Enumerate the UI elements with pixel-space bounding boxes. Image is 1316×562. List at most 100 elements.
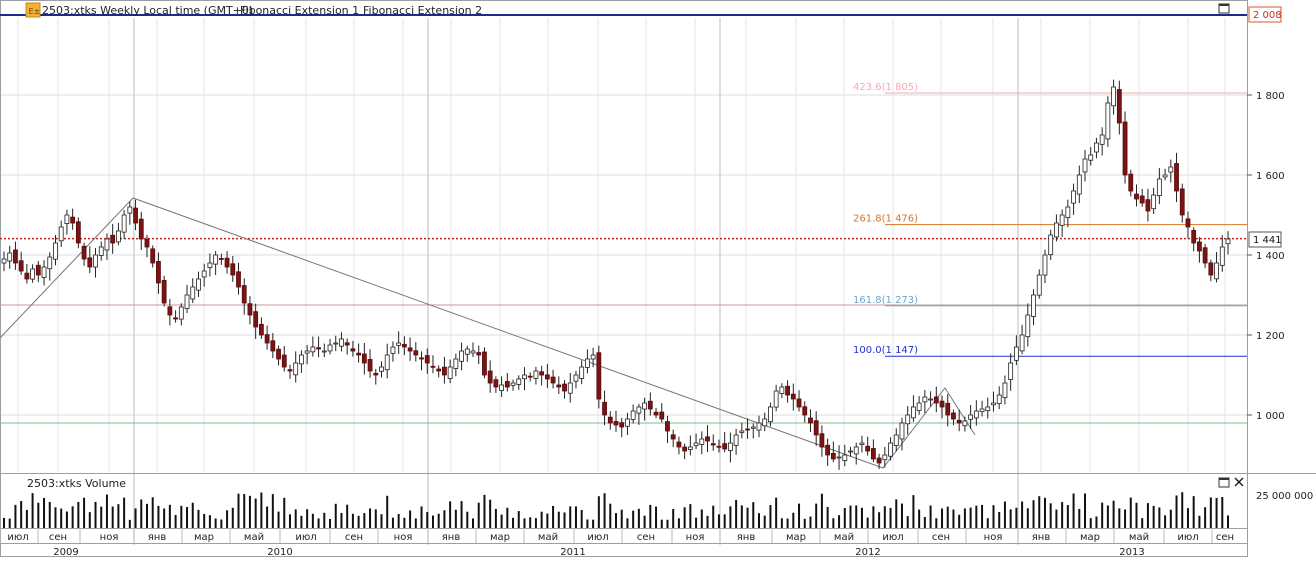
candle-body[interactable]	[70, 216, 76, 224]
candle-body[interactable]	[1088, 154, 1094, 161]
candle-body[interactable]	[613, 421, 619, 426]
candle-body[interactable]	[596, 352, 602, 400]
candle-body[interactable]	[304, 350, 310, 354]
candle-body[interactable]	[859, 442, 865, 445]
candle-body[interactable]	[413, 350, 419, 356]
candle-body[interactable]	[224, 257, 230, 268]
candle-body[interactable]	[201, 270, 207, 278]
candle-body[interactable]	[190, 286, 196, 300]
candle-body[interactable]	[1139, 195, 1145, 204]
candle-body[interactable]	[436, 368, 442, 372]
candle-body[interactable]	[1099, 134, 1105, 145]
candle-body[interactable]	[276, 348, 281, 360]
candle-body[interactable]	[870, 448, 876, 460]
candle-body[interactable]	[699, 438, 705, 445]
candle-body[interactable]	[985, 406, 991, 412]
candle-body[interactable]	[991, 402, 996, 406]
candle-body[interactable]	[1151, 194, 1157, 210]
candle-body[interactable]	[848, 450, 853, 453]
close-icon[interactable]	[1234, 477, 1244, 487]
candle-body[interactable]	[30, 268, 35, 280]
candle-body[interactable]	[110, 234, 116, 244]
candle-body[interactable]	[905, 414, 911, 425]
candle-body[interactable]	[636, 406, 642, 414]
candle-body[interactable]	[756, 422, 762, 431]
candle-body[interactable]	[453, 358, 459, 369]
candle-body[interactable]	[47, 256, 53, 270]
candle-body[interactable]	[424, 355, 430, 364]
candle-body[interactable]	[888, 442, 893, 457]
candle-body[interactable]	[476, 352, 482, 356]
candle-body[interactable]	[1054, 222, 1059, 238]
candle-body[interactable]	[442, 366, 447, 376]
candle-body[interactable]	[1094, 142, 1099, 153]
candle-body[interactable]	[619, 422, 625, 428]
candle-body[interactable]	[733, 434, 739, 446]
candle-body[interactable]	[539, 371, 545, 376]
candle-body[interactable]	[796, 398, 802, 408]
candle-body[interactable]	[299, 354, 304, 365]
fibonacci-extension-1-menu[interactable]: Fibonacci Extension 1	[240, 4, 359, 17]
candle-body[interactable]	[356, 352, 362, 356]
candle-body[interactable]	[1185, 218, 1191, 228]
candle-body[interactable]	[115, 230, 121, 243]
candle-body[interactable]	[762, 418, 768, 427]
candle-body[interactable]	[899, 422, 905, 440]
candle-body[interactable]	[127, 206, 133, 214]
candle-body[interactable]	[916, 402, 922, 411]
candle-body[interactable]	[527, 375, 533, 378]
candle-body[interactable]	[1076, 174, 1082, 195]
candle-body[interactable]	[825, 444, 831, 456]
candle-body[interactable]	[41, 266, 47, 278]
candle-body[interactable]	[659, 411, 665, 420]
candle-body[interactable]	[653, 411, 659, 416]
candle-body[interactable]	[161, 279, 167, 304]
candle-body[interactable]	[1122, 121, 1128, 176]
candle-body[interactable]	[1, 258, 7, 264]
candle-body[interactable]	[75, 221, 81, 244]
candle-body[interactable]	[379, 366, 384, 372]
candle-body[interactable]	[510, 382, 516, 386]
candle-body[interactable]	[1214, 262, 1219, 280]
candle-body[interactable]	[665, 421, 670, 432]
candle-body[interactable]	[196, 278, 201, 291]
candle-body[interactable]	[1225, 238, 1231, 245]
candle-body[interactable]	[1116, 89, 1122, 124]
candle-body[interactable]	[533, 370, 539, 379]
candle-body[interactable]	[58, 226, 64, 242]
candle-body[interactable]	[1208, 262, 1214, 276]
candle-body[interactable]	[167, 306, 173, 316]
candle-body[interactable]	[951, 412, 956, 420]
candle-body[interactable]	[258, 323, 264, 336]
candle-body[interactable]	[1191, 230, 1197, 244]
candle-body[interactable]	[693, 442, 699, 447]
candle-body[interactable]	[676, 441, 682, 448]
candle-body[interactable]	[156, 261, 161, 284]
candle-body[interactable]	[184, 294, 190, 310]
candle-body[interactable]	[339, 338, 344, 347]
candle-body[interactable]	[647, 400, 653, 410]
candle-body[interactable]	[104, 238, 110, 251]
candle-body[interactable]	[1156, 178, 1162, 196]
candle-body[interactable]	[499, 384, 505, 391]
candle-body[interactable]	[178, 306, 184, 320]
candle-body[interactable]	[836, 456, 842, 459]
candle-body[interactable]	[464, 348, 470, 355]
candle-body[interactable]	[93, 254, 98, 268]
candle-body[interactable]	[321, 350, 327, 353]
candle-body[interactable]	[1048, 234, 1054, 256]
candle-body[interactable]	[18, 260, 24, 272]
candle-body[interactable]	[384, 354, 390, 371]
candle-body[interactable]	[739, 430, 745, 433]
candle-body[interactable]	[928, 398, 933, 401]
candle-body[interactable]	[1168, 166, 1174, 173]
candle-body[interactable]	[53, 242, 58, 260]
candle-body[interactable]	[1042, 254, 1048, 276]
candle-body[interactable]	[722, 443, 728, 450]
candle-body[interactable]	[945, 402, 951, 416]
candle-body[interactable]	[173, 317, 178, 320]
candle-body[interactable]	[1174, 163, 1179, 192]
candle-body[interactable]	[813, 420, 819, 436]
candle-body[interactable]	[447, 366, 453, 379]
candle-body[interactable]	[1002, 382, 1008, 399]
